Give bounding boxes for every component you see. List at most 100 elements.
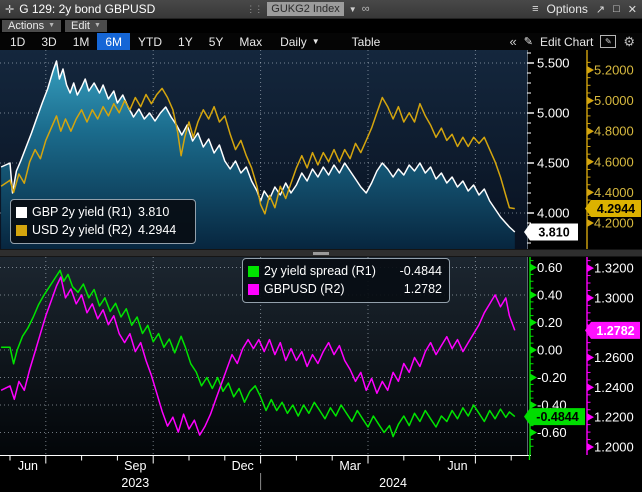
axis-tick-label: 1.3200 — [594, 261, 634, 276]
drag-handle-icon[interactable]: ⋮⋮ — [246, 3, 263, 14]
bottom-chart-legend: 2y yield spread (R1) -0.4844 GBPUSD (R2)… — [242, 258, 450, 303]
menu-bar: Actions ▼ Edit ▼ — [0, 19, 642, 33]
axis-tick-label: 5.500 — [537, 56, 570, 71]
legend-row-gbpusd[interactable]: GBPUSD (R2) 1.2782 — [248, 280, 442, 298]
menu-icon[interactable]: ≡ — [532, 3, 539, 15]
gear-icon[interactable]: ⚙ — [623, 33, 635, 49]
spread-series-label: 2y yield spread (R1) — [264, 264, 376, 278]
tab-range-5y[interactable]: 5Y — [208, 34, 224, 49]
axis-tick-label: 5.0000 — [594, 93, 634, 108]
axis-tick-label: 5.2000 — [594, 63, 634, 78]
usd-last-value: 4.2944 — [138, 223, 177, 237]
spread-series-swatch — [248, 265, 259, 277]
usd-2y-yield-series — [0, 87, 515, 215]
series-group — [0, 269, 516, 438]
r1-axis-top: 5.500 5.000 4.500 4.000 3.810 — [524, 52, 578, 244]
x-axis-month-label: Mar — [339, 459, 361, 473]
last-value-tag-text: 1.2782 — [596, 324, 634, 338]
axis-tick-label: 0.20 — [537, 315, 562, 330]
security-dropdown-icon[interactable]: ▼ — [348, 4, 357, 14]
panel-splitter[interactable] — [0, 249, 642, 257]
actions-menu-label: Actions — [8, 20, 45, 32]
chevron-down-icon: ▼ — [311, 37, 320, 46]
axis-tick-label: 1.2000 — [594, 440, 634, 455]
axis-tick-label: 4.500 — [537, 156, 570, 171]
r2-axis-top: 5.2000 5.0000 4.8000 4.6000 4.4000 4.20004.29… — [585, 50, 641, 249]
x-axis-month-label: Jun — [447, 459, 467, 473]
window-title: G 129: 2y bond GBPUSD — [19, 2, 156, 16]
range-toolbar: 1D 3D 1M 6M YTD 1Y 5Y Max Daily ▼ Table … — [0, 33, 642, 50]
gbpusd-series-label: GBPUSD (R2) — [264, 282, 345, 296]
axis-tick-label: 4.8000 — [594, 124, 634, 139]
close-icon[interactable]: ✕ — [627, 3, 637, 16]
link-icon[interactable]: ∞ — [361, 3, 370, 15]
x-axis: Jun Sep Dec Mar Jun 2023 2024 — [0, 455, 642, 492]
axis-tick-label: 5.000 — [537, 106, 570, 121]
gbpusd-series — [0, 276, 516, 436]
r1-axis-bottom: 0.600.400.200.00-0.20-0.40-0.60-0.4844 — [524, 257, 585, 455]
gbp-series-swatch — [16, 206, 27, 218]
tab-range-ytd[interactable]: YTD — [138, 34, 163, 49]
tab-range-1d[interactable]: 1D — [10, 34, 26, 49]
edit-chart-button[interactable]: Edit Chart — [539, 34, 594, 49]
title-bar: ✛ G 129: 2y bond GBPUSD ⋮⋮ GUKG2 Index ▼… — [0, 0, 642, 19]
move-window-icon[interactable]: ✛ — [5, 3, 15, 16]
tab-range-6m[interactable]: 6M — [97, 33, 131, 50]
tab-range-max[interactable]: Max — [239, 34, 263, 49]
axis-tick-label: 0.40 — [537, 288, 562, 303]
popout-icon[interactable]: ↗ — [595, 3, 606, 16]
gbp-2y-yield-series — [0, 60, 516, 233]
annotate-chart-icon[interactable]: ✎ — [600, 35, 617, 48]
usd-series-label: USD 2y yield (R2) — [32, 223, 133, 237]
last-value-tag-text: -0.4844 — [536, 410, 578, 424]
axis-tick-label: 4.4000 — [594, 185, 634, 200]
axis-tick-label: 1.2400 — [594, 380, 634, 395]
axis-tick-label: -0.20 — [537, 370, 567, 385]
axis-tick-label: -0.60 — [537, 425, 567, 440]
x-axis-year-label: 2024 — [379, 476, 407, 490]
last-value-tag — [524, 408, 585, 426]
collapse-panel-icon[interactable]: « — [509, 34, 517, 49]
last-value-tag-text: 4.2944 — [597, 202, 635, 216]
spread-series — [1, 269, 516, 438]
last-value-tag — [585, 321, 640, 339]
table-button[interactable]: Table — [351, 34, 381, 49]
splitter-grip[interactable] — [313, 252, 329, 255]
legend-row-gbp[interactable]: GBP 2y yield (R1) 3.810 — [16, 203, 188, 221]
axis-tick-label: 0.00 — [537, 343, 562, 358]
tab-range-1y[interactable]: 1Y — [178, 34, 193, 49]
frequency-label: Daily — [280, 34, 307, 49]
axis-tick-label: 4.2000 — [594, 216, 634, 231]
maximize-icon[interactable]: □ — [613, 3, 620, 15]
axis-tick-label: 1.2600 — [594, 350, 634, 365]
gbp-last-value: 3.810 — [138, 205, 170, 219]
security-input[interactable]: GUKG2 Index — [267, 2, 344, 16]
legend-row-spread[interactable]: 2y yield spread (R1) -0.4844 — [248, 262, 442, 280]
edit-menu[interactable]: Edit ▼ — [65, 20, 107, 32]
x-axis-month-label: Dec — [232, 459, 254, 473]
x-axis-year-label: 2023 — [121, 476, 149, 490]
gbpusd-series-swatch — [248, 283, 259, 295]
top-chart-legend: GBP 2y yield (R1) 3.810 USD 2y yield (R2… — [10, 199, 196, 244]
tab-range-3d[interactable]: 3D — [41, 34, 57, 49]
edit-menu-label: Edit — [71, 20, 90, 32]
axis-tick-label: 1.3000 — [594, 290, 634, 305]
x-axis-month-label: Jun — [18, 459, 38, 473]
x-axis-month-label: Sep — [124, 459, 146, 473]
frequency-dropdown[interactable]: Daily ▼ — [270, 33, 330, 50]
axis-tick-label: 4.6000 — [594, 154, 634, 169]
chevron-down-icon: ▼ — [48, 22, 56, 29]
axis-tick-label: 0.60 — [537, 260, 562, 275]
gbpusd-last-value: 1.2782 — [403, 282, 442, 296]
chart-area: 5.500 5.000 4.500 4.000 3.810 5.2000 5.0000 4.8… — [0, 50, 642, 492]
legend-row-usd[interactable]: USD 2y yield (R2) 4.2944 — [16, 221, 188, 239]
tab-range-1m[interactable]: 1M — [72, 34, 90, 49]
actions-menu[interactable]: Actions ▼ — [2, 20, 62, 32]
options-button[interactable]: Options — [546, 2, 588, 16]
last-value-tag-text: 3.810 — [538, 226, 569, 240]
usd-series-swatch — [16, 224, 27, 236]
gbp-series-label: GBP 2y yield (R1) — [32, 205, 132, 219]
chevron-down-icon: ▼ — [93, 22, 101, 29]
last-value-tag — [585, 200, 641, 218]
r2-axis-bottom: 1.3200 1.3000 1.2600 1.2400 1.2200 1.2000 1.27… — [585, 257, 640, 455]
